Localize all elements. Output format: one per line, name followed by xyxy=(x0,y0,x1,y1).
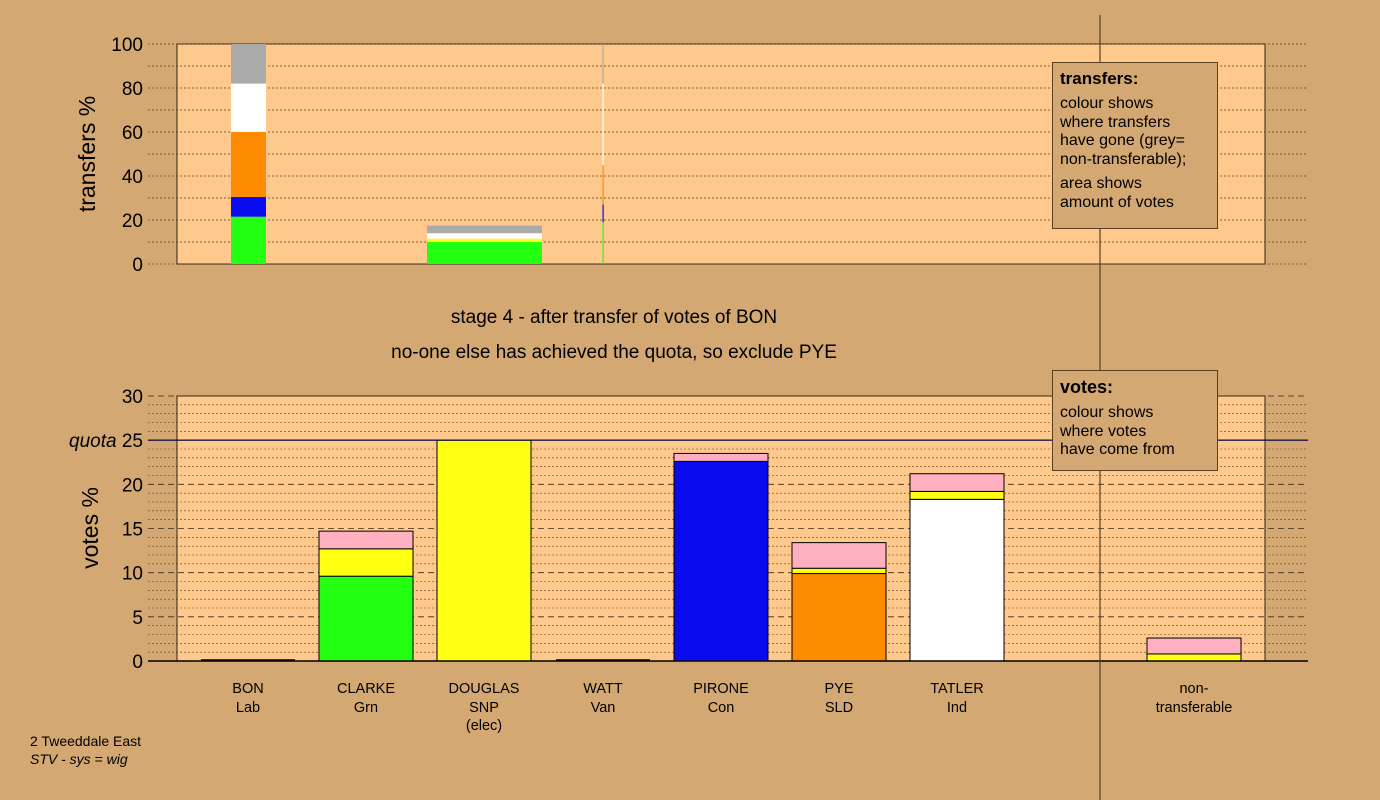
candidate-note-label: (elec) xyxy=(466,718,502,734)
candidate-name-label: TATLER xyxy=(930,681,983,697)
candidate-name-label: PYE xyxy=(824,681,853,697)
candidate-party-label: Van xyxy=(591,700,616,716)
candidate-name-label: PIRONE xyxy=(693,681,749,697)
candidate-party-label: transferable xyxy=(1156,700,1233,716)
transfers-bar-segment xyxy=(427,233,542,239)
votes-legend-title: votes: xyxy=(1060,377,1114,397)
votes-bar-segment xyxy=(318,530,414,550)
votes-bar-segment xyxy=(791,573,887,662)
footer-system: STV - sys = wig xyxy=(30,751,128,767)
transfers-bar-segment xyxy=(427,238,542,242)
votes-bar-segment xyxy=(1146,637,1242,655)
transfers-bar-segment xyxy=(231,44,266,84)
transfers-y-axis-label: transfers % xyxy=(74,96,100,212)
votes-legend-line: have come from xyxy=(1060,441,1175,458)
candidate-name-label: CLARKE xyxy=(337,681,395,697)
transfers-bar-segment xyxy=(231,216,266,264)
votes-y-tick-label: 10 xyxy=(122,564,143,585)
votes-bar-segment xyxy=(791,542,887,569)
votes-bar-segment xyxy=(673,452,769,462)
transfers-y-tick-label: 20 xyxy=(122,211,143,232)
candidate-party-label: Grn xyxy=(354,700,378,716)
transfers-bar-segment xyxy=(231,132,266,197)
votes-y-tick-label: 30 xyxy=(122,387,143,408)
votes-bar-segment xyxy=(436,439,532,662)
transfers-y-tick-label: 0 xyxy=(132,255,143,276)
votes-bar-segment xyxy=(909,490,1005,500)
stage-text: stage 4 - after transfer of votes of BON xyxy=(451,307,777,328)
votes-y-axis-label: votes % xyxy=(77,487,103,569)
transfers-bar-segment xyxy=(231,196,266,217)
quota-tick-label: quota 25 xyxy=(69,431,143,452)
candidate-name-label: non- xyxy=(1179,681,1208,697)
transfers-legend-box: transfers: colour shows where transfers … xyxy=(1052,62,1218,229)
transfers-marker-strip xyxy=(602,165,604,205)
candidate-name-label: BON xyxy=(232,681,263,697)
transfers-bar-segment xyxy=(427,225,542,234)
transfers-y-tick-label: 60 xyxy=(122,123,143,144)
votes-y-tick-label: 5 xyxy=(132,608,143,629)
votes-bar-segment xyxy=(318,548,414,577)
transfers-legend-line: amount of votes xyxy=(1060,193,1174,211)
votes-bar-segment xyxy=(791,567,887,575)
transfers-bar-segment xyxy=(231,83,266,132)
votes-bar-segment xyxy=(909,473,1005,492)
transfers-legend-line: colour shows xyxy=(1060,95,1154,112)
transfers-legend-line: non-transferable); xyxy=(1060,150,1187,168)
transfers-bar-segment xyxy=(427,242,542,264)
votes-bar-segment xyxy=(318,575,414,662)
transfers-marker-strip xyxy=(602,222,604,264)
candidate-party-label: Lab xyxy=(236,700,260,716)
transfers-marker-strip xyxy=(602,83,604,165)
candidate-party-label: SNP xyxy=(469,700,499,716)
votes-y-tick-label: 25 xyxy=(122,431,143,452)
transfers-y-tick-label: 80 xyxy=(122,79,143,100)
votes-legend-line: where votes xyxy=(1060,422,1147,440)
transfers-legend-line: have gone (grey= xyxy=(1060,132,1185,149)
action-text: no-one else has achieved the quota, so e… xyxy=(391,342,837,363)
votes-bar-segment xyxy=(673,460,769,662)
transfers-y-tick-label: 40 xyxy=(122,167,143,188)
candidate-name-label: DOUGLAS xyxy=(449,681,520,697)
votes-y-tick-label: 15 xyxy=(122,520,143,541)
transfers-legend-title: transfers: xyxy=(1060,69,1139,88)
transfers-y-tick-label: 100 xyxy=(111,35,143,56)
transfers-legend-line: where transfers xyxy=(1060,113,1171,131)
candidate-party-label: Ind xyxy=(947,700,967,716)
transfers-legend-line: area shows xyxy=(1060,175,1142,192)
quota-label: quota xyxy=(69,431,122,452)
candidate-party-label: SLD xyxy=(825,700,853,716)
votes-legend-line: colour shows xyxy=(1060,404,1154,421)
transfers-marker-strip xyxy=(602,204,604,223)
votes-y-tick-label: 0 xyxy=(132,652,143,673)
votes-bar-segment xyxy=(909,498,1005,662)
candidate-party-label: Con xyxy=(708,700,735,716)
footer-constituency: 2 Tweeddale East xyxy=(30,733,142,749)
votes-bar-segment xyxy=(1146,653,1242,662)
transfers-marker-strip xyxy=(602,44,604,84)
candidate-name-label: WATT xyxy=(583,681,623,697)
votes-legend-box: votes: colour shows where votes have com… xyxy=(1052,370,1218,471)
votes-y-tick-label: 20 xyxy=(122,475,143,496)
